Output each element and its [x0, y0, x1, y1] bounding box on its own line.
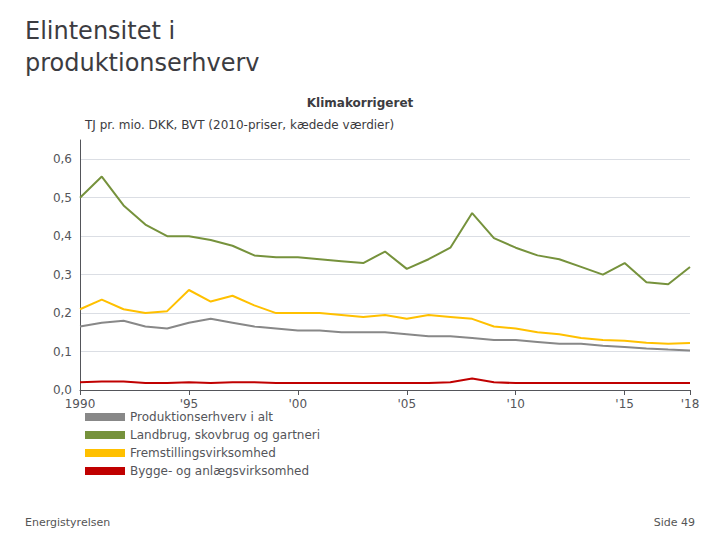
svg-text:0,3: 0,3 [53, 268, 72, 282]
svg-text:Side 49: Side 49 [654, 516, 695, 529]
svg-text:TJ pr. mio. DKK, BVT (2010-pri: TJ pr. mio. DKK, BVT (2010-priser, kæded… [84, 118, 394, 132]
svg-text:0,4: 0,4 [53, 229, 72, 243]
svg-text:Energistyrelsen: Energistyrelsen [25, 516, 110, 529]
svg-text:1990: 1990 [65, 397, 96, 411]
svg-text:'05: '05 [397, 397, 416, 411]
svg-text:0,2: 0,2 [53, 306, 72, 320]
svg-text:'15: '15 [615, 397, 634, 411]
svg-text:'18: '18 [681, 397, 700, 411]
svg-text:Bygge- og anlægsvirksomhed: Bygge- og anlægsvirksomhed [130, 464, 309, 478]
svg-text:'10: '10 [506, 397, 525, 411]
svg-text:produktionserhverv: produktionserhverv [25, 49, 260, 77]
svg-text:0,0: 0,0 [53, 383, 72, 397]
svg-text:'00: '00 [289, 397, 308, 411]
svg-text:Elintensitet i: Elintensitet i [25, 17, 175, 45]
svg-text:0,5: 0,5 [53, 191, 72, 205]
svg-text:Fremstillingsvirksomhed: Fremstillingsvirksomhed [130, 446, 276, 460]
svg-text:0,6: 0,6 [53, 152, 72, 166]
svg-text:0,1: 0,1 [53, 345, 72, 359]
svg-text:'95: '95 [180, 397, 199, 411]
svg-text:Klimakorrigeret: Klimakorrigeret [307, 96, 414, 110]
svg-text:Produktionserhverv i alt: Produktionserhverv i alt [130, 410, 273, 424]
svg-text:Landbrug, skovbrug og gartneri: Landbrug, skovbrug og gartneri [130, 428, 320, 442]
